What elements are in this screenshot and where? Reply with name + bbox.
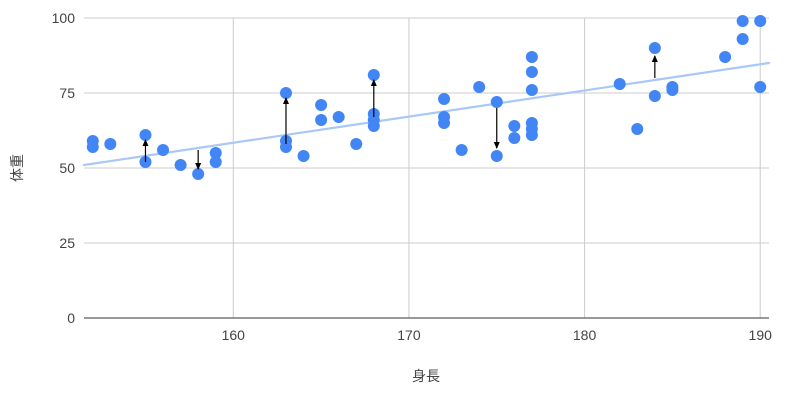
data-point — [139, 129, 152, 141]
data-point — [315, 99, 328, 111]
data-point — [525, 129, 538, 141]
y-axis-title: 体重 — [10, 154, 26, 182]
data-point — [86, 141, 99, 153]
data-point — [525, 51, 538, 63]
y-tick-label: 50 — [59, 160, 75, 176]
trendline — [82, 61, 771, 167]
data-point — [631, 123, 644, 135]
data-point — [332, 111, 345, 123]
y-tick-label: 0 — [67, 310, 75, 326]
data-point — [438, 117, 451, 129]
y-tick-label: 25 — [59, 235, 75, 251]
data-point — [279, 141, 292, 153]
data-point — [297, 150, 310, 162]
x-tick-label: 190 — [749, 327, 773, 343]
data-point — [736, 33, 749, 45]
data-point — [157, 144, 170, 156]
data-point — [367, 120, 380, 132]
data-point — [648, 90, 661, 102]
data-point — [315, 114, 328, 126]
data-point — [666, 84, 679, 96]
y-tick-label: 75 — [59, 85, 75, 101]
data-point — [490, 150, 503, 162]
data-point — [209, 147, 222, 159]
data-point — [525, 66, 538, 78]
data-point — [719, 51, 732, 63]
x-tick-label: 180 — [573, 327, 597, 343]
data-point — [455, 144, 468, 156]
annotation-arrows — [142, 55, 658, 170]
trendline-layer — [82, 61, 771, 167]
x-tick-label: 160 — [222, 327, 246, 343]
data-point — [508, 132, 521, 144]
data-point — [350, 138, 363, 150]
x-axis-title: 身長 — [412, 369, 440, 385]
data-point — [508, 120, 521, 132]
data-point — [490, 96, 503, 108]
gridlines — [84, 17, 769, 318]
data-point — [473, 81, 486, 93]
data-point — [525, 84, 538, 96]
data-point — [209, 156, 222, 168]
data-point — [192, 168, 205, 180]
data-point — [613, 78, 626, 90]
data-point — [648, 42, 661, 54]
data-point — [754, 15, 767, 27]
data-point — [754, 81, 767, 93]
data-point — [104, 138, 117, 150]
data-point — [279, 87, 292, 99]
x-tick-label: 170 — [397, 327, 421, 343]
data-point — [367, 69, 380, 81]
data-point — [438, 93, 451, 105]
data-point — [736, 15, 749, 27]
data-point — [174, 159, 187, 171]
tick-labels: 0 25 50 75 100 160 170 180 190 — [52, 10, 772, 343]
data-points — [86, 15, 767, 180]
y-tick-label: 100 — [52, 10, 76, 26]
